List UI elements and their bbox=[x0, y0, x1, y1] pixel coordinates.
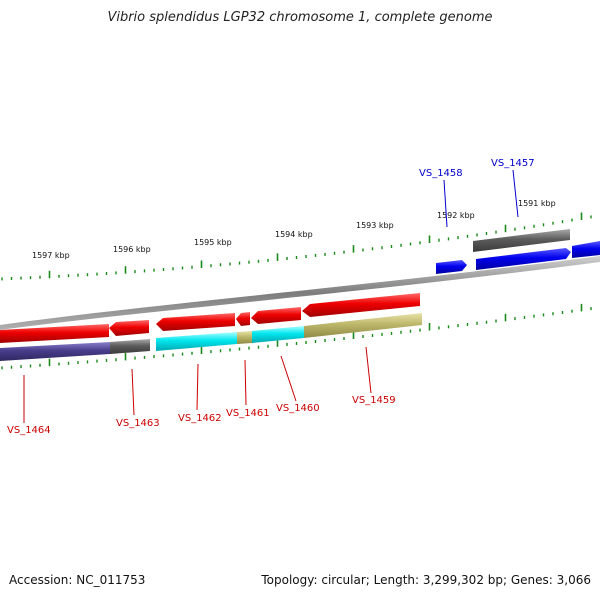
genome-backbone bbox=[0, 256, 600, 330]
category-bar-vs1463 bbox=[110, 339, 150, 354]
gene-arrow-vs1462[interactable] bbox=[156, 313, 235, 331]
scale-ruler-top bbox=[1, 212, 592, 281]
gene-bar-vs1464[interactable] bbox=[0, 324, 109, 343]
scale-label-1597: 1597 kbp bbox=[32, 251, 70, 260]
leader-vs1458 bbox=[443, 179, 448, 228]
scale-ruler-bottom bbox=[1, 303, 592, 370]
reverse-strand-genes bbox=[0, 293, 422, 361]
scale-label-1596: 1596 kbp bbox=[113, 245, 151, 254]
forward-strand-genes bbox=[436, 229, 600, 274]
genome-summary-text: Topology: circular; Length: 3,299,302 bp… bbox=[261, 573, 591, 587]
category-bar-vs1462 bbox=[156, 332, 237, 351]
category-bar-vs1460 bbox=[252, 326, 304, 343]
leader-vs1457 bbox=[512, 169, 519, 218]
scale-label-1594: 1594 kbp bbox=[275, 230, 313, 239]
gene-arrow-vs1461[interactable] bbox=[236, 312, 250, 326]
gene-label-vs1464[interactable]: VS_1464 bbox=[7, 425, 51, 436]
category-bar-vs1464 bbox=[0, 342, 110, 361]
gene-bar-next[interactable] bbox=[572, 241, 600, 258]
category-bar-vs1459 bbox=[304, 313, 422, 338]
scale-label-1595: 1595 kbp bbox=[194, 238, 232, 247]
leader-vs1463 bbox=[131, 368, 135, 416]
gene-label-vs1463[interactable]: VS_1463 bbox=[116, 418, 160, 429]
gene-labels: VS_1458 VS_1457 VS_1464 VS_1463 VS_1462 … bbox=[7, 158, 535, 436]
gene-bar-vs1457[interactable] bbox=[476, 248, 571, 270]
gene-arrow-vs1458[interactable] bbox=[436, 260, 467, 274]
leader-vs1461 bbox=[244, 359, 247, 406]
gene-label-vs1462[interactable]: VS_1462 bbox=[178, 413, 222, 424]
label-leaders bbox=[23, 169, 519, 423]
accession-text: Accession: NC_011753 bbox=[9, 573, 146, 587]
scale-label-1591: 1591 kbp bbox=[518, 199, 556, 208]
gene-label-vs1458[interactable]: VS_1458 bbox=[419, 168, 463, 179]
scale-labels: 1597 kbp 1596 kbp 1595 kbp 1594 kbp 1593… bbox=[32, 199, 556, 260]
scale-label-1592: 1592 kbp bbox=[437, 211, 475, 220]
gene-arrow-vs1459[interactable] bbox=[302, 293, 420, 317]
gene-arrow-vs1460[interactable] bbox=[251, 307, 301, 324]
leader-vs1462 bbox=[196, 363, 199, 411]
gene-arrow-vs1463[interactable] bbox=[109, 320, 149, 336]
category-bar-vs1461 bbox=[237, 331, 252, 344]
gene-label-vs1457[interactable]: VS_1457 bbox=[491, 158, 535, 169]
scale-label-1593: 1593 kbp bbox=[356, 221, 394, 230]
gene-label-vs1459[interactable]: VS_1459 bbox=[352, 395, 396, 406]
gene-label-vs1460[interactable]: VS_1460 bbox=[276, 403, 320, 414]
gene-category-vs1457 bbox=[473, 229, 570, 252]
map-title: Vibrio splendidus LGP32 chromosome 1, co… bbox=[107, 10, 493, 25]
gene-label-vs1461[interactable]: VS_1461 bbox=[226, 408, 270, 419]
leader-vs1460 bbox=[280, 355, 297, 402]
leader-vs1459 bbox=[365, 346, 372, 394]
